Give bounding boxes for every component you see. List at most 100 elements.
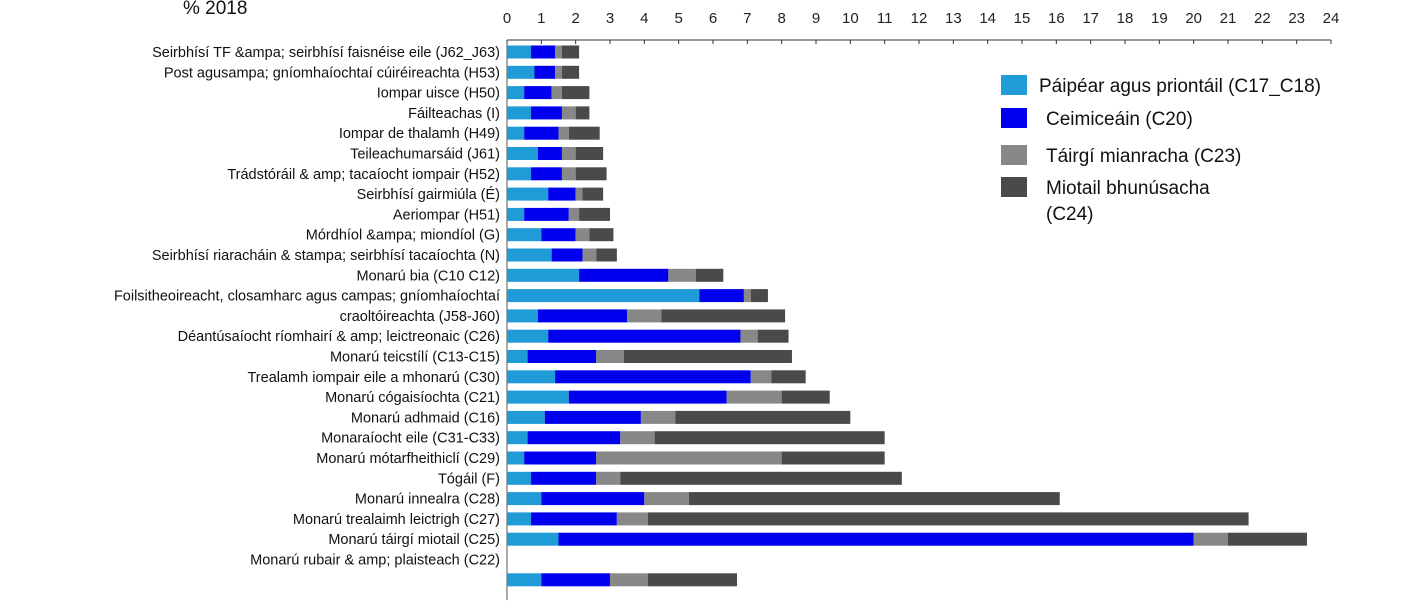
category-label: Monarú rubair & amp; plaisteach (C22) <box>250 553 500 569</box>
chart-title: % 2018 <box>183 0 247 19</box>
bar-segment <box>507 126 525 140</box>
bar-segment <box>507 147 538 160</box>
bar-segment <box>699 289 744 303</box>
bar-segment <box>551 86 562 100</box>
category-label: Monarú mótarfheithiclí (C29) <box>316 451 500 467</box>
bar-segment <box>548 187 576 201</box>
bar-segment <box>771 370 806 384</box>
x-tick-label: 11 <box>877 10 893 27</box>
legend-swatch <box>1001 145 1027 165</box>
bar-segment <box>695 268 724 282</box>
category-label: Post agusampa; gníomhaíochtaí cúiréireac… <box>164 65 500 81</box>
x-tick-label: 18 <box>1117 10 1134 27</box>
bar-segment <box>596 471 621 485</box>
bar-segment <box>582 187 604 201</box>
category-label: Foilsitheoireacht, closamharc agus campa… <box>114 289 500 305</box>
bar-segment <box>531 471 597 485</box>
x-tick-label: 16 <box>1048 10 1065 27</box>
bar-segment <box>537 147 562 160</box>
category-label: Fáilteachas (I) <box>408 106 500 122</box>
bar-segment <box>568 207 580 221</box>
legend: Páipéar agus priontáil (C17_C18) Ceimiceá… <box>1001 75 1321 225</box>
x-tick-label: 4 <box>640 10 648 27</box>
bar-segment <box>507 228 542 242</box>
x-tick-label: 21 <box>1220 10 1237 27</box>
bar-segment <box>1193 532 1228 546</box>
legend-label: Miotail bhunúsacha (C24) <box>1046 178 1210 225</box>
bar-segment <box>531 106 562 120</box>
bar-segment <box>507 289 700 303</box>
bar-segment <box>668 268 696 282</box>
bar-segment <box>620 431 655 445</box>
bar-segment <box>757 329 789 343</box>
bar-segment <box>548 329 741 343</box>
bar-segment <box>507 106 532 120</box>
bar-segment <box>507 512 532 526</box>
bar-segment <box>507 573 542 587</box>
bar-segment <box>534 65 556 79</box>
legend-label: Táirgí mianracha (C23) <box>1046 146 1241 167</box>
bar-segment <box>596 248 617 262</box>
x-tick-label: 19 <box>1151 10 1168 27</box>
bar-segment <box>507 309 538 323</box>
x-tick-label: 23 <box>1288 10 1305 27</box>
x-tick-label: 12 <box>911 10 928 27</box>
bar-segment <box>726 390 782 404</box>
bar-segment <box>507 410 545 424</box>
bar-segment <box>620 471 902 485</box>
bar-segment <box>582 248 597 262</box>
bar-segment <box>596 451 782 465</box>
bar-segment <box>507 329 549 343</box>
bar-segment <box>750 370 772 384</box>
bar-segment <box>740 329 758 343</box>
bar-segment <box>558 532 1194 546</box>
legend-swatch <box>1001 108 1027 128</box>
bar-segment <box>524 451 597 465</box>
x-tick-label: 6 <box>709 10 717 27</box>
x-tick-label: 20 <box>1185 10 1202 27</box>
bar-segment <box>507 390 569 404</box>
bar-segment <box>575 187 583 201</box>
category-label: Monarú adhmaid (C16) <box>351 410 500 426</box>
bar-segment <box>688 492 1060 506</box>
category-label: Seirbhísí gairmiúla (É) <box>357 186 500 203</box>
category-label: craoltóireachta (J58-J60) <box>340 309 500 325</box>
x-tick-label: 24 <box>1323 10 1340 27</box>
x-tick-label: 0 <box>503 10 511 27</box>
bar-segment <box>568 390 727 404</box>
x-axis: 0 1 2 3 4 5 6 7 8 9 10 11 12 13 14 15 16 17 18 19 20 21 22 23 24 <box>503 10 1340 44</box>
bar-segment <box>561 106 576 120</box>
bar-segment <box>507 86 525 100</box>
bar-segment <box>507 65 535 79</box>
bar-segment <box>527 431 621 445</box>
bar-segment <box>627 309 662 323</box>
x-tick-label: 1 <box>537 10 545 27</box>
category-label: Monaraíocht eile (C31-C33) <box>321 431 500 447</box>
bar-segment <box>507 471 532 485</box>
category-label: Iompar de thalamh (H49) <box>339 126 500 142</box>
bar-segment <box>507 431 528 445</box>
bar-segment <box>647 512 1249 526</box>
bar-segment <box>507 532 559 546</box>
category-label: Monarú trealaimh leictrigh (C27) <box>293 512 500 528</box>
x-tick-label: 22 <box>1254 10 1271 27</box>
bar-segment <box>575 228 590 242</box>
bar-segment <box>781 390 830 404</box>
legend-label: Páipéar agus priontáil (C17_C18) <box>1039 76 1321 97</box>
category-label: Trealamh iompair eile a mhonarú (C30) <box>247 370 500 386</box>
bar-segment <box>507 370 556 384</box>
x-tick-label: 8 <box>777 10 785 27</box>
x-tick-label: 9 <box>812 10 820 27</box>
bar-segment <box>575 147 604 160</box>
x-tick-label: 14 <box>979 10 996 27</box>
x-tick-label: 13 <box>945 10 962 27</box>
bars <box>507 45 1307 587</box>
bar-segment <box>575 106 590 120</box>
bar-segment <box>531 45 556 59</box>
bar-segment <box>781 451 885 465</box>
category-label: Trádstóráil & amp; tacaíocht iompair (H5… <box>227 167 500 183</box>
x-tick-label: 2 <box>571 10 579 27</box>
bar-segment <box>531 512 617 526</box>
category-label: Iompar uisce (H50) <box>377 86 500 102</box>
